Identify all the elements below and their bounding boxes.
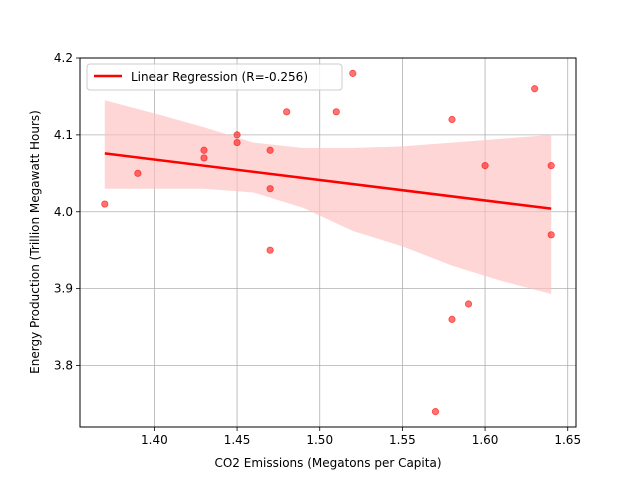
x-tick-label: 1.45 xyxy=(224,433,251,447)
y-tick-label: 4.1 xyxy=(54,128,73,142)
x-tick-label: 1.55 xyxy=(389,433,416,447)
y-tick-label: 4.2 xyxy=(54,51,73,65)
data-point xyxy=(531,85,539,93)
data-point xyxy=(332,108,340,116)
confidence-band xyxy=(104,100,552,295)
data-point xyxy=(464,300,473,308)
y-tick-label: 3.8 xyxy=(54,359,73,373)
x-tick-label: 1.65 xyxy=(554,433,581,447)
x-tick-label: 1.50 xyxy=(306,433,333,447)
x-axis-label: CO2 Emissions (Megatons per Capita) xyxy=(214,456,441,470)
data-point xyxy=(200,154,208,162)
x-axis-ticks: 1.40 1.45 1.50 1.55 1.60 1.65 xyxy=(141,427,581,447)
data-point xyxy=(547,162,555,170)
data-point xyxy=(233,131,241,139)
y-tick-label: 4.0 xyxy=(54,205,73,219)
data-point xyxy=(266,185,274,193)
plot-frame xyxy=(79,57,577,428)
confidence-band-layer xyxy=(104,100,552,295)
legend: Linear Regression (R=-0.256) xyxy=(86,63,343,91)
data-point xyxy=(200,146,208,154)
data-point xyxy=(233,138,241,147)
x-tick-label: 1.60 xyxy=(472,433,499,447)
data-point xyxy=(547,231,555,239)
data-point xyxy=(481,162,489,170)
data-point xyxy=(101,200,109,208)
scatter-points xyxy=(101,69,555,416)
regression-line xyxy=(104,152,552,210)
x-tick-label: 1.40 xyxy=(141,433,168,447)
data-point xyxy=(134,169,142,177)
y-axis-ticks: 3.8 3.9 4.0 4.1 4.2 xyxy=(54,51,80,373)
regression-line-layer xyxy=(104,152,552,210)
y-tick-label: 3.9 xyxy=(54,282,73,296)
y-axis-label: Energy Production (Trillion Megawatt Hou… xyxy=(28,110,42,374)
legend-label: Linear Regression (R=-0.256) xyxy=(131,70,308,84)
data-point xyxy=(448,115,456,124)
data-point xyxy=(266,146,274,154)
data-point xyxy=(349,69,357,77)
data-point xyxy=(431,408,440,416)
data-point xyxy=(266,246,274,254)
legend-box xyxy=(86,63,343,91)
data-point xyxy=(283,108,291,116)
data-point xyxy=(448,315,456,323)
